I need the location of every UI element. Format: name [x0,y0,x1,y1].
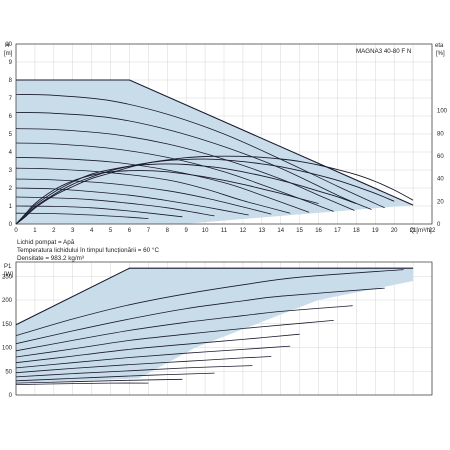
power-curve [15,305,353,352]
power-axes: 0 50 100 150 200 250 [2,261,433,399]
head-curves [15,79,414,225]
flow-axis-label: Q [m³/h] [410,228,432,234]
head-curve [15,128,355,211]
efficiency-curve [15,158,395,225]
head-curve [15,187,249,216]
flow-tick-label: 22 [429,228,436,234]
flow-tick-label: 3 [71,228,75,234]
power-tick-label: 200 [2,298,13,304]
power-max-curve [15,267,414,326]
power-curve [15,365,253,378]
condition-fluid: Lichid pompat = Apă [17,239,75,246]
head-tick-label: 2 [9,186,13,192]
flow-tick-label: 16 [315,228,322,234]
head-plot-frame [15,43,433,225]
power-curve [15,382,149,385]
flow-tick-label: 1 [33,228,37,234]
power-axis-unit: [W] [4,272,13,278]
head-axis-label: H [5,43,9,49]
flow-tick-label: 11 [221,228,228,234]
power-curves [15,267,414,385]
eta-tick-label: 80 [437,131,444,137]
head-tick-label: 3 [9,168,13,174]
flow-tick-label: 2 [52,228,56,234]
flow-tick-label: 9 [185,228,189,234]
head-tick-label: 7 [9,96,13,102]
efficiency-curve [15,170,319,225]
power-operating-envelope [16,268,414,384]
flow-tick-label: 15 [296,228,303,234]
power-tick-label: 150 [2,322,13,328]
eta-axis-unit: [%] [436,51,445,57]
flow-tick-label: 10 [202,228,209,234]
power-curve [15,320,334,358]
power-curve [15,372,215,382]
condition-temperature: Temperatura lichidului în timpul funcțio… [17,246,159,254]
flow-tick-label: 21 [410,228,417,234]
efficiency-curve [15,155,414,225]
power-curve [15,287,385,345]
power-curve [15,333,300,364]
chart-title: MAGNA3 40-80 F N [356,48,411,55]
power-tick-label: 0 [9,393,13,399]
flow-tick-label: 7 [147,228,151,234]
head-tick-label: 9 [9,60,13,66]
head-tick-label: 6 [9,114,13,120]
head-curve [15,157,310,213]
power-axis-label: P1 [4,264,12,270]
head-axis-unit: [m] [4,51,13,57]
condition-density: Densitate = 983.2 kg/m³ [17,255,84,262]
power-curve [15,269,404,336]
power-curve [15,378,183,384]
head-curve [15,212,149,219]
head-tick-label: 8 [9,78,13,84]
head-tick-label: 1 [9,204,13,210]
eta-tick-label: 60 [437,154,444,160]
eta-tick-label: 100 [437,109,448,115]
flow-tick-label: 20 [391,228,398,234]
flow-tick-label: 13 [258,228,265,234]
power-curve [15,345,291,369]
head-curve [15,142,334,212]
head-operating-envelope [16,80,414,224]
head-tick-label: 0 [9,222,13,228]
power-tick-label: 50 [5,369,12,375]
eta-axis-label: eta [435,43,444,49]
eta-tick-label: 0 [437,222,441,228]
head-curve [15,112,372,210]
efficiency-curve [15,163,357,225]
head-max-curve [16,79,414,206]
head-tick-label: 4 [9,150,13,156]
flow-tick-label: 4 [90,228,94,234]
power-tick-label: 100 [2,346,13,352]
head-curve [15,167,291,214]
flow-tick-label: 5 [109,228,113,234]
head-curve [15,94,385,209]
head-curve [15,205,183,218]
flow-tick-label: 18 [353,228,360,234]
eta-tick-label: 40 [437,177,444,183]
eta-tick-label: 20 [437,199,444,205]
flow-tick-label: 17 [334,228,341,234]
flow-tick-label: 6 [128,228,132,234]
power-plot-frame [15,261,433,396]
flow-tick-label: 14 [277,228,284,234]
flow-tick-label: 0 [14,228,18,234]
flow-tick-label: 8 [166,228,170,234]
head-tick-label: 10 [5,42,12,48]
power-curve [15,356,272,374]
flow-tick-label: 19 [372,228,379,234]
flow-tick-label: 12 [240,228,247,234]
head-curve [15,178,272,215]
power-tick-label: 250 [2,274,13,280]
head-tick-label: 5 [9,132,13,138]
